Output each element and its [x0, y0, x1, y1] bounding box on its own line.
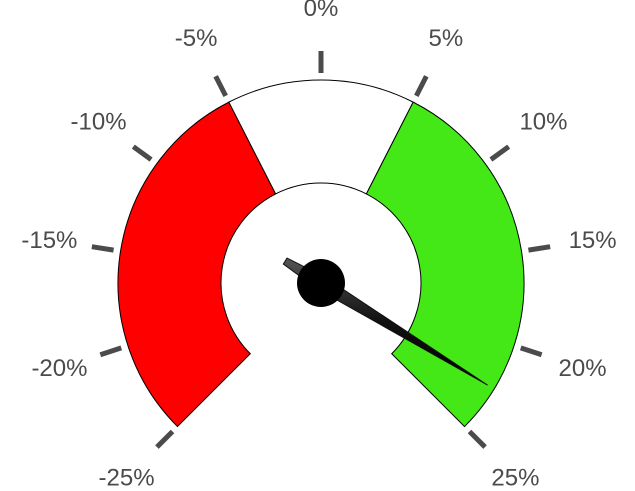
- gauge-band-0: [117, 101, 277, 428]
- gauge-tick: [91, 244, 114, 253]
- gauge-tick-label: 10%: [519, 108, 567, 135]
- gauge-tick-label: -20%: [31, 355, 87, 382]
- gauge-band-2: [365, 101, 525, 428]
- gauge-ticks: [91, 51, 551, 449]
- gauge-tick: [414, 75, 429, 98]
- gauge-bands: [117, 79, 525, 428]
- gauge-tick-label: -15%: [21, 227, 77, 254]
- gauge-tick: [489, 144, 511, 162]
- gauge-needle-group: [282, 257, 488, 386]
- gauge-tick-label: -25%: [99, 464, 155, 486]
- gauge-tick-label: 20%: [559, 355, 607, 382]
- gauge-tick-label: 25%: [491, 464, 539, 486]
- gauge-tick-label: 15%: [569, 227, 617, 254]
- gauge-tick: [519, 345, 543, 358]
- gauge-tick-label: 5%: [429, 25, 464, 52]
- gauge-tick: [467, 429, 487, 449]
- gauge-tick-label: -5%: [175, 25, 218, 52]
- gauge-tick: [528, 244, 551, 253]
- gauge-needle-hub: [297, 259, 345, 307]
- gauge-tick-label: -10%: [71, 108, 127, 135]
- gauge-band-1: [228, 79, 414, 195]
- gauge-tick-label: 0%: [304, 0, 339, 22]
- gauge-tick: [99, 345, 123, 358]
- gauge-tick: [155, 429, 175, 449]
- gauge-tick: [131, 144, 153, 162]
- gauge-tick: [213, 75, 228, 98]
